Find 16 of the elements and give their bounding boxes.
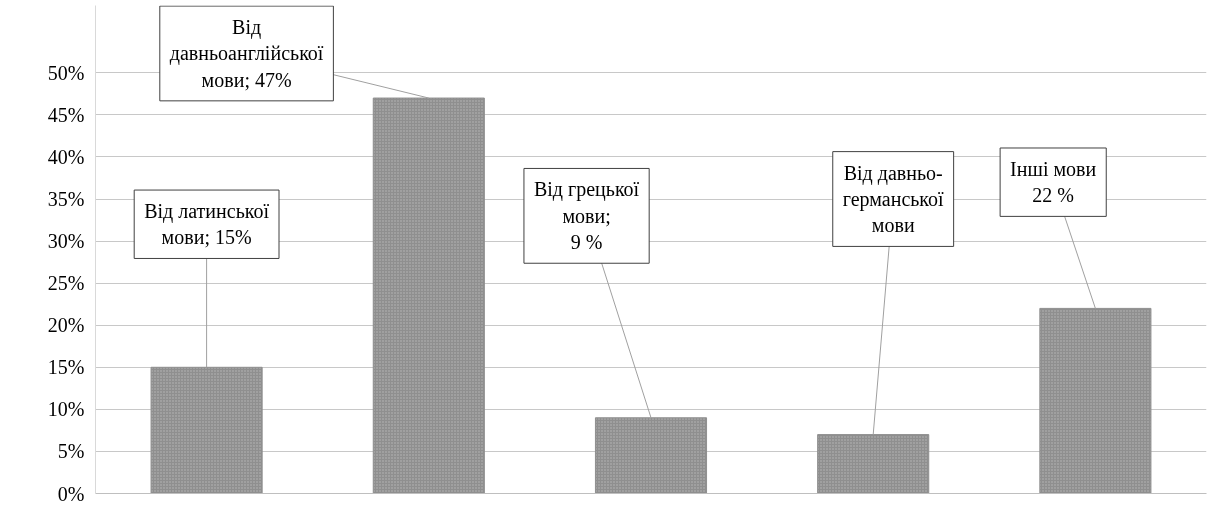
y-tick-label: 30% <box>47 230 85 253</box>
y-tick-label: 35% <box>47 188 85 211</box>
data-label: Інші мови 22 % <box>1010 157 1097 207</box>
y-tick-label: 0% <box>57 482 85 505</box>
y-tick-label: 40% <box>47 145 85 168</box>
data-label: Від грецької мови; 9 % <box>533 178 640 254</box>
data-label: Від латинської мови; 15% <box>144 200 270 249</box>
y-tick-label: 15% <box>47 356 85 379</box>
y-tick-label: 25% <box>47 272 85 295</box>
y-tick-label: 45% <box>47 103 85 126</box>
y-tick-label: 50% <box>47 61 85 84</box>
data-label: Від давньоанглійської мови; 47% <box>169 16 324 91</box>
y-tick-label: 20% <box>47 314 85 337</box>
data-label: Від давньо- германської мови <box>842 161 945 237</box>
y-tick-label: 5% <box>57 440 85 463</box>
y-tick-label: 10% <box>47 398 85 421</box>
